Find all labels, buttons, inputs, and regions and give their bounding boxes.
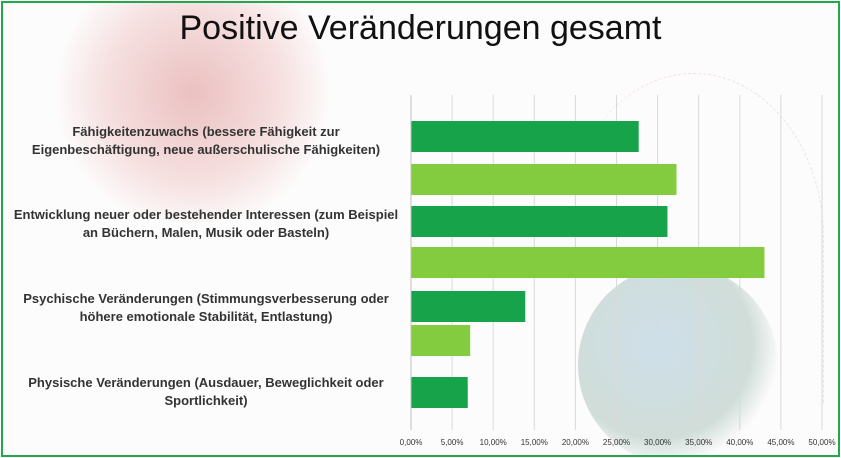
category-label-3: Psychische Veränderungen (Stimmungsverbe…	[23, 291, 389, 324]
bar-series-1-category-2	[411, 206, 668, 237]
x-tick-label: 15,00%	[521, 438, 548, 447]
x-tick-label: 0,00%	[400, 438, 423, 447]
bar-series-1-category-4	[411, 377, 468, 408]
x-tick-label: 35,00%	[685, 438, 712, 447]
bar-series-1-category-1	[411, 121, 639, 152]
bar-chart: 0,00% 5,00% 10,00% 15,00% 20,00% 25,00% 30,00%…	[400, 95, 836, 447]
x-tick-label: 25,00%	[603, 438, 630, 447]
category-label-2: Entwicklung neuer oder bestehender Inter…	[13, 207, 399, 240]
category-label-1: Fähigkeitenzuwachs (bessere Fähigkeit zu…	[31, 124, 381, 157]
bar-series-2-category-2	[411, 247, 765, 278]
x-tick-label: 50,00%	[808, 438, 835, 447]
bar-series-1-category-3	[411, 291, 526, 322]
x-tick-label: 40,00%	[726, 438, 753, 447]
x-tick-label: 20,00%	[562, 438, 589, 447]
x-tick-label: 5,00%	[441, 438, 464, 447]
handwriting-background-image	[563, 73, 824, 404]
x-tick-label: 30,00%	[644, 438, 671, 447]
x-tick-label: 10,00%	[480, 438, 507, 447]
chart-title: Positive Veränderungen gesamt	[179, 9, 662, 47]
x-tick-label: 45,00%	[767, 438, 794, 447]
bar-series-2-category-3	[411, 325, 471, 356]
bar-series-2-category-1	[411, 164, 677, 195]
virus-background-image	[43, 3, 343, 223]
category-label-4: Physische Veränderungen (Ausdauer, Beweg…	[28, 375, 384, 408]
